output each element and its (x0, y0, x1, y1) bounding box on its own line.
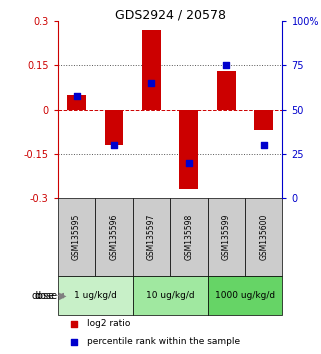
Bar (67, 95, 86, 110)
Point (71, 321, 76, 327)
Text: GSM135600: GSM135600 (259, 214, 268, 261)
Text: GSM135599: GSM135599 (222, 214, 231, 261)
Text: 1 ug/kg/d: 1 ug/kg/d (74, 291, 117, 300)
Point (261, 142, 266, 148)
Bar (217, 72, 236, 110)
Text: GSM135595: GSM135595 (72, 214, 81, 261)
Text: dose: dose (31, 291, 55, 301)
Text: 10 ug/kg/d: 10 ug/kg/d (146, 291, 195, 300)
Point (186, 160, 191, 166)
Bar (170, 198, 208, 276)
Point (224, 63, 229, 68)
Bar (133, 198, 170, 276)
Bar (58, 198, 95, 276)
Bar (58, 276, 133, 315)
Bar (105, 110, 123, 145)
Point (74, 93, 79, 98)
Text: dose: dose (35, 291, 58, 301)
Bar (179, 110, 198, 189)
Bar (95, 198, 133, 276)
Bar (142, 30, 161, 110)
Title: GDS2924 / 20578: GDS2924 / 20578 (115, 8, 226, 21)
Text: GSM135596: GSM135596 (109, 214, 118, 261)
Point (111, 142, 117, 148)
Bar (245, 198, 282, 276)
Point (71, 339, 76, 344)
Bar (208, 276, 282, 315)
Text: GSM135597: GSM135597 (147, 214, 156, 261)
Bar (208, 198, 245, 276)
Text: log2 ratio: log2 ratio (87, 319, 130, 329)
Text: ▶: ▶ (59, 291, 67, 301)
Text: percentile rank within the sample: percentile rank within the sample (87, 337, 240, 346)
Text: 1000 ug/kg/d: 1000 ug/kg/d (215, 291, 275, 300)
Bar (133, 276, 208, 315)
Bar (254, 110, 273, 130)
Point (149, 80, 154, 86)
Text: GSM135598: GSM135598 (184, 214, 193, 260)
